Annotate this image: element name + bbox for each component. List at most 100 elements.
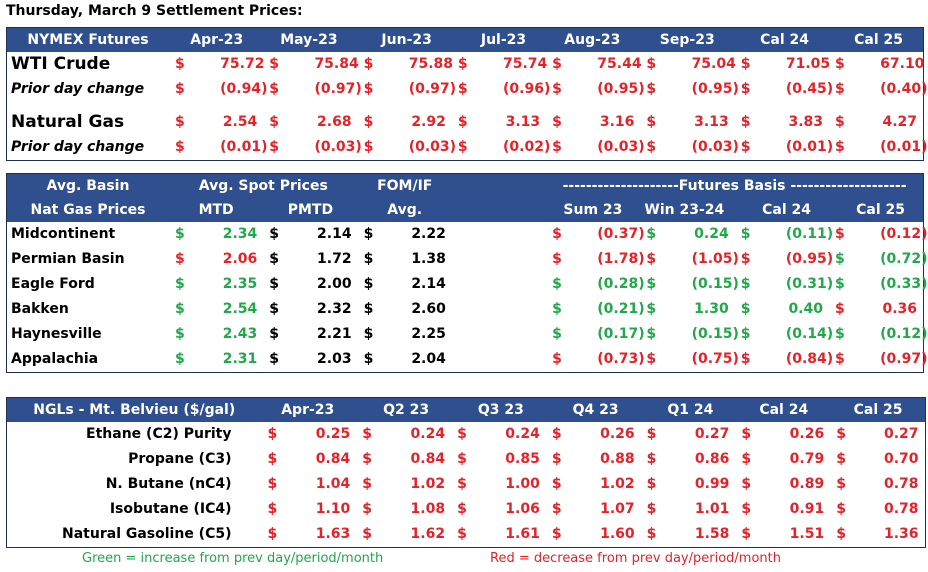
currency-symbol: $: [646, 526, 657, 542]
currency-symbol: $: [457, 476, 467, 492]
value-cell: 3.13: [505, 114, 541, 130]
currency-symbol: $: [363, 81, 374, 97]
column-header: [451, 173, 547, 198]
value-cell: (0.21): [597, 301, 645, 317]
value-cell: (1.78): [597, 251, 645, 267]
column-header: Win 23-24: [640, 198, 735, 222]
value-cell: (0.97): [408, 81, 457, 97]
currency-symbol: $: [175, 139, 185, 155]
column-header: Apr-23: [169, 27, 264, 52]
currency-symbol: $: [552, 226, 562, 242]
column-header: Cal 25: [830, 397, 925, 422]
currency-symbol: $: [363, 114, 374, 130]
value-cell: 2.14: [317, 226, 352, 242]
value-cell: (0.95): [691, 81, 739, 97]
currency-symbol: $: [834, 251, 845, 267]
currency-symbol: $: [363, 226, 374, 242]
currency-symbol: $: [457, 56, 468, 72]
currency-symbol: $: [834, 301, 845, 317]
value-cell: 1.02: [410, 476, 446, 492]
currency-symbol: $: [740, 351, 751, 367]
currency-symbol: $: [646, 426, 657, 442]
row-label: Prior day change: [11, 139, 145, 155]
value-cell: (1.05): [691, 251, 739, 267]
value-cell: (0.03): [408, 139, 457, 155]
value-cell: 0.91: [789, 501, 825, 517]
currency-symbol: $: [552, 276, 562, 292]
currency-symbol: $: [836, 526, 846, 542]
currency-symbol: $: [646, 81, 657, 97]
value-cell: 0.86: [694, 451, 730, 467]
currency-symbol: $: [836, 426, 846, 442]
value-cell: 1.72: [317, 251, 352, 267]
currency-symbol: $: [362, 451, 373, 467]
currency-symbol: $: [741, 426, 752, 442]
row-label: Appalachia: [11, 351, 99, 367]
value-cell: 1.38: [411, 251, 446, 267]
value-cell: 0.99: [694, 476, 730, 492]
value-cell: 1.51: [789, 526, 825, 542]
column-header: Sum 23: [546, 198, 641, 222]
currency-symbol: $: [834, 326, 845, 342]
value-cell: 2.54: [222, 114, 258, 130]
column-header: May-23: [263, 27, 358, 52]
currency-symbol: $: [269, 351, 280, 367]
value-cell: 2.25: [411, 326, 446, 342]
row-label: Bakken: [11, 301, 69, 317]
currency-symbol: $: [551, 526, 562, 542]
currency-symbol: $: [269, 114, 280, 130]
table-row: Bakken $2.54 $2.32 $2.60 $ (0.21) $1.30 $0.40 $0…: [7, 297, 924, 322]
column-header: Cal 25: [829, 27, 924, 52]
value-cell: 75.72: [220, 56, 265, 72]
value-cell: 2.92: [411, 114, 446, 130]
currency-symbol: $: [835, 114, 845, 130]
row-label: Haynesville: [11, 326, 102, 342]
basin-prices-table: Avg. Basin Avg. Spot Prices FOM/IF --------…: [6, 173, 927, 373]
value-cell: (0.15): [691, 326, 739, 342]
currency-symbol: $: [269, 56, 280, 72]
value-cell: 1.61: [505, 526, 540, 542]
currency-symbol: $: [552, 81, 562, 97]
currency-symbol: $: [646, 226, 657, 242]
currency-symbol: $: [269, 326, 280, 342]
currency-symbol: $: [834, 351, 845, 367]
value-cell: (0.37): [597, 226, 645, 242]
table-row: Propane (C3) $0.84 $0.84 $0.85 $0.88 $0.86 $0.…: [7, 447, 926, 472]
currency-symbol: $: [646, 139, 657, 155]
value-cell: 2.21: [317, 326, 352, 342]
value-cell: 1.08: [410, 501, 446, 517]
value-cell: 75.04: [691, 56, 736, 72]
value-cell: 2.60: [411, 301, 446, 317]
currency-symbol: $: [457, 426, 467, 442]
value-cell: 2.43: [222, 326, 258, 342]
value-cell: 2.14: [411, 276, 446, 292]
column-header: NYMEX Futures: [6, 27, 170, 52]
value-cell: 75.84: [314, 56, 359, 72]
currency-symbol: $: [552, 301, 562, 317]
currency-symbol: $: [267, 451, 278, 467]
value-cell: 67.10: [880, 56, 925, 72]
value-cell: 2.34: [222, 226, 258, 242]
value-cell: (0.95): [785, 251, 834, 267]
currency-symbol: $: [363, 56, 374, 72]
table-row: Haynesville $2.43 $2.21 $2.25 $ (0.17) $ (0.15)…: [7, 322, 927, 347]
value-cell: 2.54: [222, 301, 258, 317]
currency-symbol: $: [741, 526, 752, 542]
table-row: N. Butane (nC4) $1.04 $1.02 $1.00 $1.02 $0.99…: [7, 472, 926, 497]
value-cell: (0.15): [691, 276, 739, 292]
currency-symbol: $: [269, 226, 280, 242]
value-cell: 1.01: [694, 501, 730, 517]
currency-symbol: $: [457, 114, 468, 130]
value-cell: 0.26: [600, 426, 635, 442]
table-row: Isobutane (IC4) $1.10 $1.08 $1.06 $1.07 $1.01…: [7, 497, 926, 522]
value-cell: (0.40): [880, 81, 928, 97]
column-header: FOM/IF: [357, 173, 452, 198]
currency-symbol: $: [741, 476, 752, 492]
currency-symbol: $: [835, 56, 845, 72]
currency-symbol: $: [646, 501, 657, 517]
value-cell: 0.84: [315, 451, 351, 467]
value-cell: 1.63: [315, 526, 351, 542]
value-cell: 0.25: [315, 426, 351, 442]
value-cell: 1.36: [883, 526, 919, 542]
table-row: Prior day change $ (0.94) $ (0.97) $ (0.97) $ (0…: [7, 77, 928, 102]
